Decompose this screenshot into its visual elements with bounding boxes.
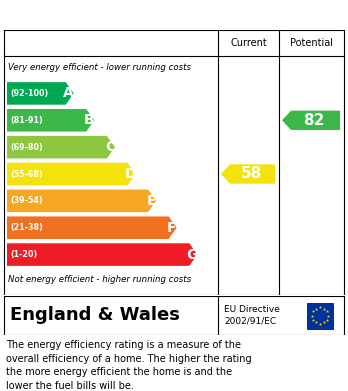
Polygon shape xyxy=(7,109,94,131)
Text: (69-80): (69-80) xyxy=(10,143,43,152)
Text: EU Directive: EU Directive xyxy=(224,305,280,314)
Polygon shape xyxy=(7,136,115,158)
Text: 82: 82 xyxy=(303,113,325,128)
Text: England & Wales: England & Wales xyxy=(10,307,180,325)
Text: Very energy efficient - lower running costs: Very energy efficient - lower running co… xyxy=(8,63,191,72)
Polygon shape xyxy=(7,190,156,212)
Polygon shape xyxy=(7,82,74,105)
Text: Not energy efficient - higher running costs: Not energy efficient - higher running co… xyxy=(8,276,191,285)
Polygon shape xyxy=(282,111,340,130)
Text: Current: Current xyxy=(230,38,267,48)
Bar xyxy=(307,303,333,328)
Text: (21-38): (21-38) xyxy=(10,223,43,232)
Text: (1-20): (1-20) xyxy=(10,250,37,259)
Text: 58: 58 xyxy=(240,167,262,181)
Text: The energy efficiency rating is a measure of the
overall efficiency of a home. T: The energy efficiency rating is a measur… xyxy=(6,340,252,391)
Text: Energy Efficiency Rating: Energy Efficiency Rating xyxy=(10,7,232,23)
Polygon shape xyxy=(7,217,177,239)
Text: B: B xyxy=(84,113,95,127)
Polygon shape xyxy=(7,243,197,266)
Text: D: D xyxy=(125,167,136,181)
Text: C: C xyxy=(105,140,115,154)
Text: (81-91): (81-91) xyxy=(10,116,43,125)
Text: Potential: Potential xyxy=(290,38,333,48)
Polygon shape xyxy=(221,164,275,184)
Polygon shape xyxy=(7,163,135,185)
Text: (55-68): (55-68) xyxy=(10,170,43,179)
Text: A: A xyxy=(63,86,74,100)
Text: F: F xyxy=(167,221,176,235)
Text: G: G xyxy=(187,248,198,262)
Text: (39-54): (39-54) xyxy=(10,196,42,205)
Text: 2002/91/EC: 2002/91/EC xyxy=(224,317,276,326)
Text: E: E xyxy=(147,194,156,208)
Text: (92-100): (92-100) xyxy=(10,89,48,98)
